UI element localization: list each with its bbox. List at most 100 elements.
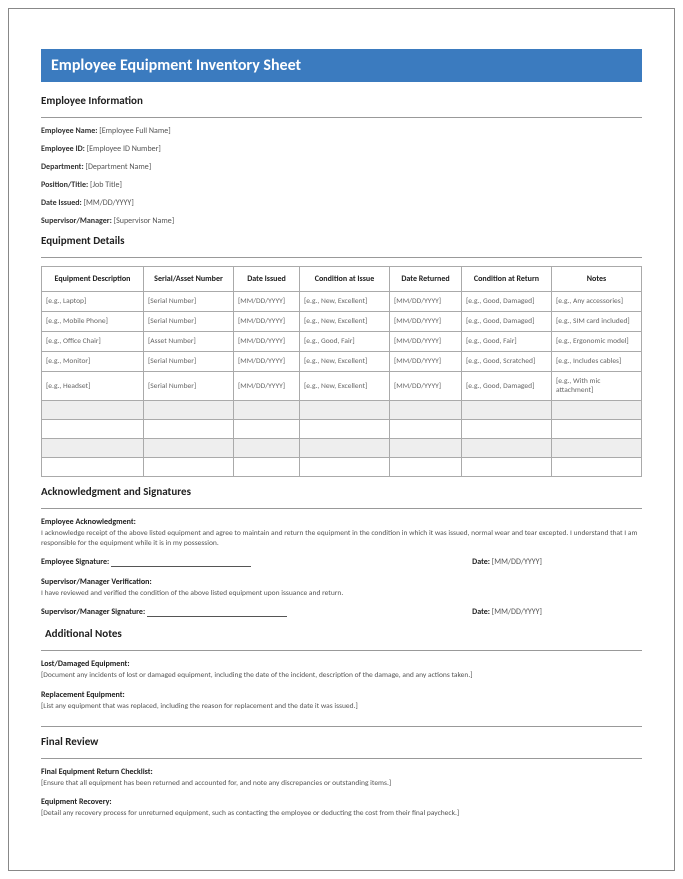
- table-cell: [552, 458, 642, 477]
- table-cell: [552, 420, 642, 439]
- table-cell: [MM/DD/YYYY]: [390, 352, 462, 372]
- divider: [41, 726, 642, 727]
- table-cell: [e.g., Monitor]: [42, 352, 144, 372]
- table-cell: [390, 439, 462, 458]
- info-row: Supervisor/Manager: [Supervisor Name]: [41, 216, 642, 226]
- info-label: Position/Title:: [41, 180, 90, 190]
- table-cell: [Serial Number]: [144, 372, 234, 401]
- table-cell: [234, 458, 300, 477]
- table-cell: [MM/DD/YYYY]: [390, 372, 462, 401]
- date-value: [MM/DD/YYYY]: [492, 557, 542, 567]
- table-row: [e.g., Office Chair][Asset Number][MM/DD…: [42, 332, 642, 352]
- table-row: [e.g., Monitor][Serial Number][MM/DD/YYY…: [42, 352, 642, 372]
- table-cell: [234, 401, 300, 420]
- info-value: [Supervisor Name]: [114, 216, 175, 226]
- table-cell: [e.g., New, Excellent]: [300, 292, 390, 312]
- table-cell: [e.g., SIM card included]: [552, 312, 642, 332]
- table-cell: [462, 401, 552, 420]
- table-row: [42, 420, 642, 439]
- replace-label: Replacement Equipment:: [41, 690, 642, 700]
- table-cell: [42, 401, 144, 420]
- supervisor-signature-label: Supervisor/Manager Signature:: [41, 607, 145, 617]
- table-header-cell: Date Returned: [390, 267, 462, 292]
- checklist-label: Final Equipment Return Checklist:: [41, 767, 642, 777]
- info-label: Date Issued:: [41, 198, 84, 208]
- table-cell: [Asset Number]: [144, 332, 234, 352]
- document-page: Employee Equipment Inventory Sheet Emplo…: [8, 8, 675, 871]
- info-label: Employee ID:: [41, 144, 87, 154]
- table-row: [42, 439, 642, 458]
- table-row: [42, 401, 642, 420]
- table-row: [42, 458, 642, 477]
- table-cell: [e.g., Good, Fair]: [300, 332, 390, 352]
- date-value: [MM/DD/YYYY]: [492, 607, 542, 617]
- divider: [41, 117, 642, 118]
- info-label: Supervisor/Manager:: [41, 216, 114, 226]
- emp-ack-text: I acknowledge receipt of the above liste…: [41, 529, 642, 549]
- info-value: [Department Name]: [85, 162, 151, 172]
- table-header-cell: Date Issued: [234, 267, 300, 292]
- supervisor-signature-row: Supervisor/Manager Signature: Date: [MM/…: [41, 607, 642, 617]
- info-row: Employee Name: [Employee Full Name]: [41, 126, 642, 136]
- table-header-cell: Equipment Description: [42, 267, 144, 292]
- info-value: [Employee ID Number]: [87, 144, 161, 154]
- lost-text: [Document any incidents of lost or damag…: [41, 671, 642, 681]
- table-cell: [e.g., Ergonomic model]: [552, 332, 642, 352]
- info-row: Position/Title: [Job Title]: [41, 180, 642, 190]
- table-cell: [MM/DD/YYYY]: [390, 312, 462, 332]
- checklist-text: [Ensure that all equipment has been retu…: [41, 779, 642, 789]
- table-cell: [MM/DD/YYYY]: [234, 372, 300, 401]
- supervisor-verification-label: Supervisor/Manager Verification:: [41, 577, 642, 587]
- emp-ack-label: Employee Acknowledgment:: [41, 517, 642, 527]
- supervisor-verification-text: I have reviewed and verified the conditi…: [41, 589, 642, 599]
- notes-heading: Additional Notes: [45, 627, 642, 640]
- table-cell: [e.g., Headset]: [42, 372, 144, 401]
- table-cell: [e.g., New, Excellent]: [300, 312, 390, 332]
- table-cell: [462, 458, 552, 477]
- table-cell: [e.g., Mobile Phone]: [42, 312, 144, 332]
- table-cell: [390, 401, 462, 420]
- recovery-label: Equipment Recovery:: [41, 797, 642, 807]
- table-cell: [144, 439, 234, 458]
- table-cell: [144, 458, 234, 477]
- document-title: Employee Equipment Inventory Sheet: [41, 49, 642, 82]
- table-cell: [e.g., New, Excellent]: [300, 372, 390, 401]
- table-cell: [MM/DD/YYYY]: [234, 332, 300, 352]
- divider: [41, 257, 642, 258]
- supervisor-signature-line[interactable]: [147, 607, 287, 617]
- table-cell: [MM/DD/YYYY]: [234, 352, 300, 372]
- table-cell: [MM/DD/YYYY]: [390, 332, 462, 352]
- info-value: [Employee Full Name]: [99, 126, 170, 136]
- employee-signature-line[interactable]: [111, 557, 251, 567]
- table-cell: [42, 458, 144, 477]
- table-cell: [234, 420, 300, 439]
- info-row: Employee ID: [Employee ID Number]: [41, 144, 642, 154]
- employee-info-block: Employee Name: [Employee Full Name] Emplo…: [41, 126, 642, 226]
- table-cell: [MM/DD/YYYY]: [390, 292, 462, 312]
- table-cell: [552, 439, 642, 458]
- table-cell: [300, 439, 390, 458]
- table-cell: [MM/DD/YYYY]: [234, 292, 300, 312]
- table-cell: [e.g., Laptop]: [42, 292, 144, 312]
- employee-signature-label: Employee Signature:: [41, 557, 109, 567]
- recovery-text: [Detail any recovery process for unretur…: [41, 809, 642, 819]
- table-cell: [42, 420, 144, 439]
- table-cell: [300, 458, 390, 477]
- divider: [41, 758, 642, 759]
- equipment-table: Equipment DescriptionSerial/Asset Number…: [41, 266, 642, 477]
- divider: [41, 508, 642, 509]
- table-cell: [MM/DD/YYYY]: [234, 312, 300, 332]
- table-cell: [e.g., Includes cables]: [552, 352, 642, 372]
- info-label: Department:: [41, 162, 85, 172]
- divider: [41, 650, 642, 651]
- info-value: [MM/DD/YYYY]: [84, 198, 134, 208]
- table-cell: [462, 439, 552, 458]
- equipment-heading: Equipment Details: [41, 234, 642, 247]
- table-cell: [42, 439, 144, 458]
- date-label: Date:: [472, 607, 490, 617]
- table-header-cell: Notes: [552, 267, 642, 292]
- table-row: [e.g., Mobile Phone][Serial Number][MM/D…: [42, 312, 642, 332]
- table-cell: [e.g., Good, Damaged]: [462, 312, 552, 332]
- info-row: Date Issued: [MM/DD/YYYY]: [41, 198, 642, 208]
- table-cell: [e.g., Good, Damaged]: [462, 372, 552, 401]
